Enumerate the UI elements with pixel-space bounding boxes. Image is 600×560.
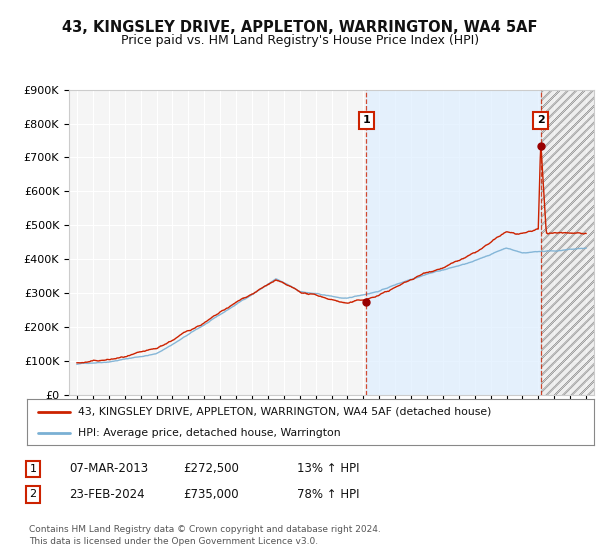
Text: 1: 1: [362, 115, 370, 125]
Bar: [366, 90, 541, 395]
Text: 07-MAR-2013: 07-MAR-2013: [69, 462, 148, 475]
Text: £272,500: £272,500: [183, 462, 239, 475]
Text: 13% ↑ HPI: 13% ↑ HPI: [297, 462, 359, 475]
Text: Price paid vs. HM Land Registry's House Price Index (HPI): Price paid vs. HM Land Registry's House …: [121, 34, 479, 46]
Text: 43, KINGSLEY DRIVE, APPLETON, WARRINGTON, WA4 5AF (detached house): 43, KINGSLEY DRIVE, APPLETON, WARRINGTON…: [78, 407, 491, 417]
Text: Contains HM Land Registry data © Crown copyright and database right 2024.
This d: Contains HM Land Registry data © Crown c…: [29, 525, 380, 546]
Text: 78% ↑ HPI: 78% ↑ HPI: [297, 488, 359, 501]
Text: 23-FEB-2024: 23-FEB-2024: [69, 488, 145, 501]
Text: HPI: Average price, detached house, Warrington: HPI: Average price, detached house, Warr…: [78, 428, 341, 438]
Text: 2: 2: [29, 489, 37, 500]
Bar: [541, 90, 594, 395]
Text: 1: 1: [29, 464, 37, 474]
Text: £735,000: £735,000: [183, 488, 239, 501]
Text: 2: 2: [537, 115, 545, 125]
Bar: [541, 90, 594, 395]
Text: 43, KINGSLEY DRIVE, APPLETON, WARRINGTON, WA4 5AF: 43, KINGSLEY DRIVE, APPLETON, WARRINGTON…: [62, 20, 538, 35]
